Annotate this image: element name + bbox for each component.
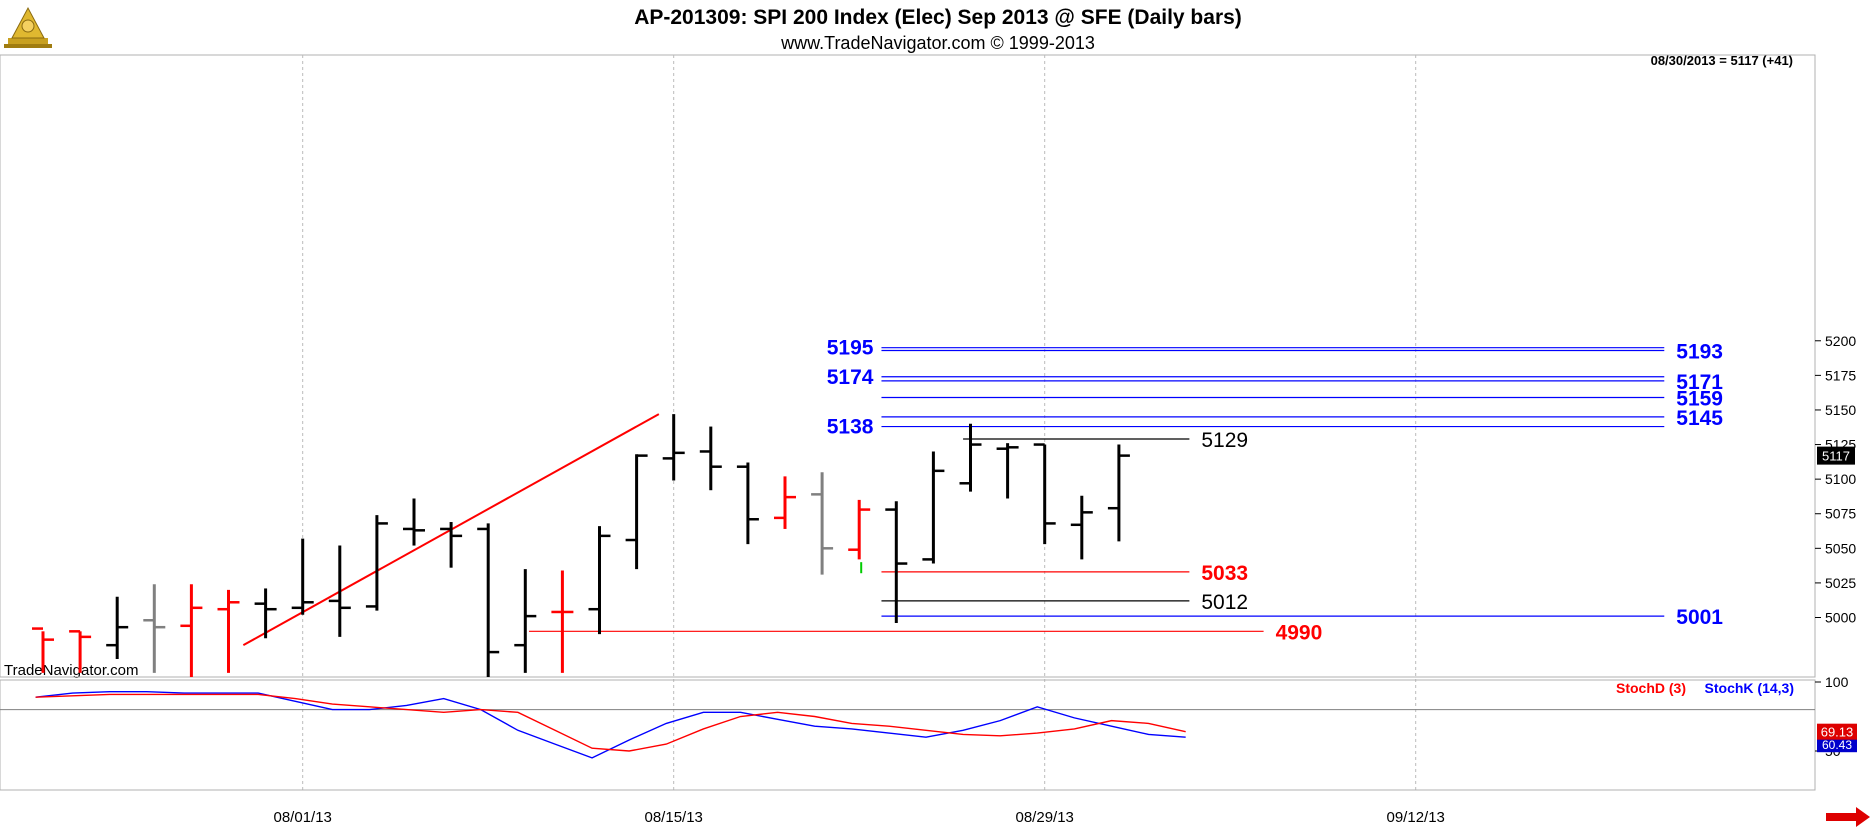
ohlc-bar: [32, 627, 54, 673]
ohlc-bar: [254, 588, 277, 639]
ohlc-bar: [736, 462, 759, 545]
y-tick-label: 5000: [1825, 610, 1856, 626]
last-price-label: 5117: [1822, 449, 1850, 464]
ohlc-bar: [291, 538, 314, 615]
x-axis: 08/01/13 08/15/13 08/29/13 09/12/13: [274, 809, 1445, 826]
stoch-k-legend: StochK (14,3): [1705, 680, 1794, 696]
logo-icon: [4, 6, 52, 48]
level-label: 5033: [1201, 562, 1248, 585]
level-label: 5174: [827, 366, 874, 389]
chart-title: AP-201309: SPI 200 Index (Elec) Sep 2013…: [634, 6, 1242, 29]
ohlc-bar: [811, 472, 834, 575]
ohlc-bar: [143, 584, 166, 673]
ohlc-bar: [328, 545, 351, 637]
y-tick-label: 5100: [1825, 471, 1856, 487]
level-label: 5001: [1676, 606, 1723, 629]
y-tick-label: 5025: [1825, 575, 1856, 591]
x-tick-label: 08/01/13: [274, 809, 332, 826]
price-panel: 5000502550505075510051255150517552005195…: [0, 54, 1856, 790]
stoch-d-last-marker: [1817, 723, 1857, 740]
level-label: 5193: [1676, 340, 1723, 363]
level-label: 5145: [1676, 407, 1723, 430]
level-label: 5129: [1201, 429, 1248, 452]
level-label: 5012: [1201, 591, 1248, 614]
ohlc-bar: [477, 523, 500, 677]
ohlc-bar: [922, 451, 945, 564]
stoch-k-last-marker: [1817, 736, 1857, 753]
level-label: 5195: [827, 337, 874, 360]
scroll-right-arrow-icon[interactable]: [1826, 807, 1870, 827]
stoch-k-last-label: 60.43: [1822, 738, 1852, 752]
x-tick-label: 08/29/13: [1016, 809, 1074, 826]
y-tick-label: 5050: [1825, 540, 1856, 556]
watermark-text: TradeNavigator.com: [4, 662, 139, 679]
ohlc-bar: [1070, 495, 1093, 560]
stoch-plot-frame: [0, 679, 1816, 791]
last-price-info: 08/30/2013 = 5117 (+41): [1651, 53, 1793, 68]
ohlc-bar: [996, 443, 1019, 499]
y-tick-label: 5075: [1825, 506, 1856, 522]
stoch-d-legend: StochD (3): [1616, 680, 1686, 696]
ohlc-bar: [217, 589, 240, 673]
ohlc-bar: [440, 522, 463, 568]
level-label: 5171: [1676, 371, 1723, 394]
ohlc-bar: [365, 515, 388, 611]
ohlc-bar: [699, 426, 722, 491]
ohlc-bar: [1107, 444, 1130, 542]
ohlc-bar: [69, 630, 92, 673]
level-label: 5159: [1676, 388, 1723, 411]
y-tick-label: 5175: [1825, 367, 1856, 383]
y-tick-label: 100: [1825, 674, 1849, 690]
ohlc-bar: [885, 501, 908, 624]
ohlc-bar: [106, 596, 129, 660]
level-label: 5138: [827, 416, 874, 439]
ohlc-bar: [551, 570, 574, 673]
x-tick-label: 09/12/13: [1387, 809, 1445, 826]
ohlc-bar: [588, 526, 611, 635]
ohlc-bar: [514, 569, 537, 673]
ohlc-bar: [959, 423, 982, 492]
stoch-d-last-label: 69.13: [1821, 725, 1854, 740]
chart-subtitle: www.TradeNavigator.com © 1999-2013: [780, 33, 1095, 53]
stoch-series-line-0: [35, 693, 1186, 752]
ohlc-bars: [32, 414, 1130, 677]
y-tick-label: 5200: [1825, 333, 1856, 349]
ohlc-bar: [774, 476, 796, 529]
ohlc-bar: [662, 414, 685, 481]
x-tick-label: 08/15/13: [645, 809, 703, 826]
level-label: 4990: [1276, 621, 1323, 644]
ohlc-bar: [1033, 443, 1056, 545]
ohlc-bar: [848, 499, 871, 560]
last-price-marker: [1817, 446, 1855, 465]
ohlc-bar: [403, 498, 425, 546]
y-tick-label: 5150: [1825, 402, 1856, 418]
ohlc-bar: [180, 584, 203, 677]
ohlc-bar: [625, 454, 648, 570]
price-plot-frame: [0, 54, 1816, 678]
